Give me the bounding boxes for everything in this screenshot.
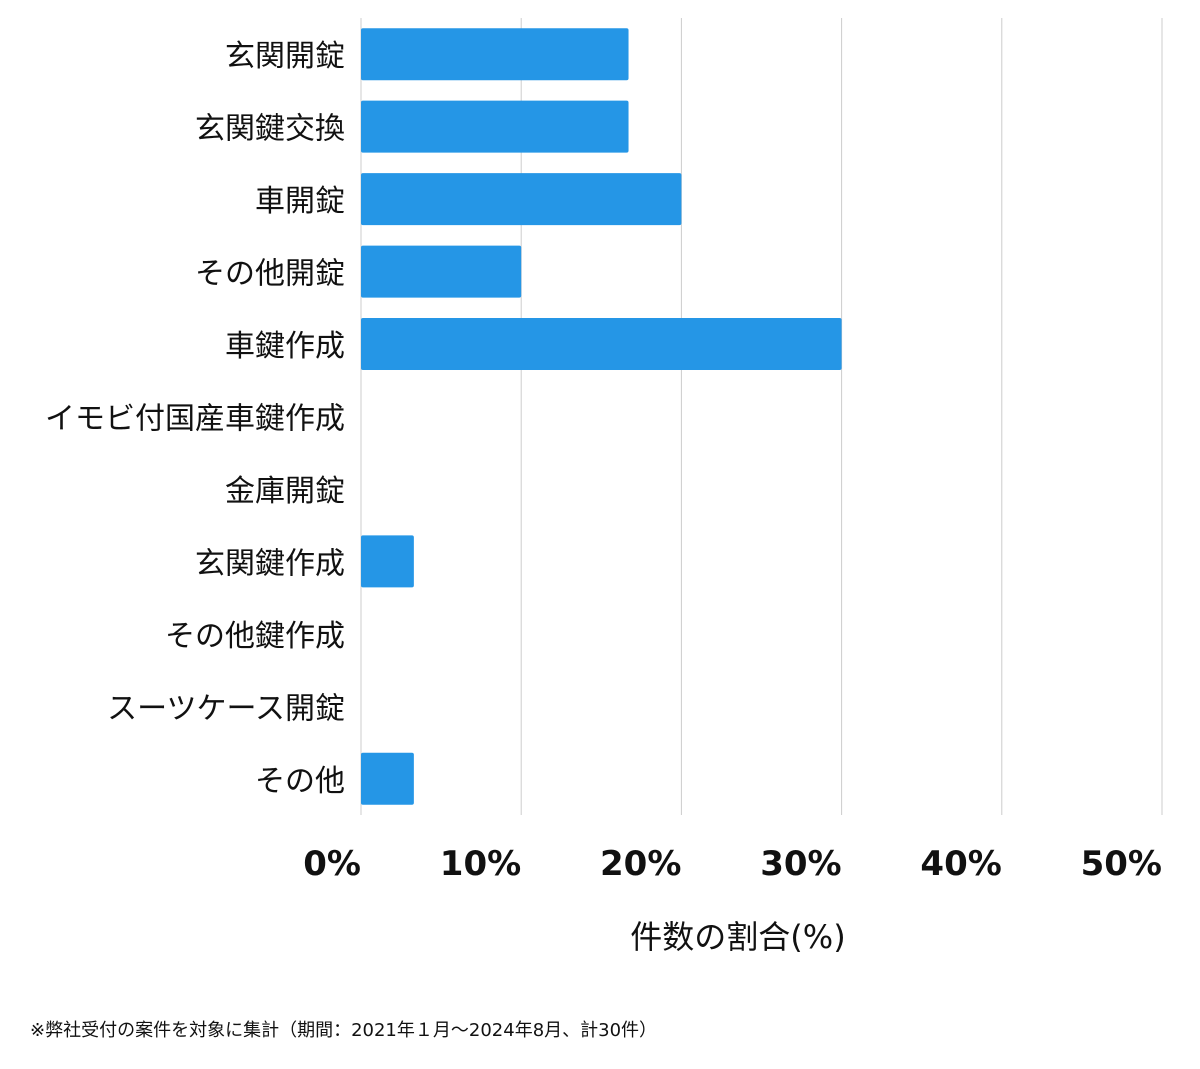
- x-tick-label: 10%: [440, 844, 521, 884]
- x-tick-label: 30%: [760, 844, 841, 884]
- y-category-label: その他開錠: [195, 257, 345, 292]
- y-category-label: スーツケース開錠: [107, 691, 345, 726]
- x-tick-label: 50%: [1081, 844, 1162, 884]
- bar-0: [361, 28, 629, 81]
- bar-1: [361, 100, 629, 153]
- bar-10: [361, 752, 414, 805]
- x-tick-label: 40%: [920, 844, 1001, 884]
- bar-4: [361, 318, 842, 371]
- bar-3: [361, 245, 522, 298]
- bar-2: [361, 173, 682, 226]
- x-axis-label: 件数の割合(%): [630, 918, 845, 956]
- y-category-label: その他: [255, 764, 345, 799]
- bar-7: [361, 535, 414, 588]
- y-category-label: 玄関鍵作成: [195, 546, 345, 581]
- y-category-label: イモビ付国産車鍵作成: [45, 402, 345, 437]
- y-category-label: その他鍵作成: [165, 619, 345, 654]
- y-category-label: 車開錠: [255, 184, 345, 219]
- x-tick-label: 20%: [600, 844, 681, 884]
- y-category-label: 金庫開錠: [225, 474, 345, 509]
- y-category-label: 車鍵作成: [225, 329, 345, 364]
- x-tick-label: 0%: [303, 844, 361, 884]
- footnote: ※弊社受付の案件を対象に集計（期間：2021年１月〜2024年8月、計30件）: [30, 1020, 658, 1041]
- y-category-label: 玄関開錠: [225, 39, 345, 74]
- bar-chart: 0% 10% 20% 30% 40% 50% 玄関開錠玄関鍵交換車開錠その他開錠車鍵作成イモ…: [45, 18, 1163, 956]
- y-category-label: 玄関鍵交換: [195, 112, 345, 147]
